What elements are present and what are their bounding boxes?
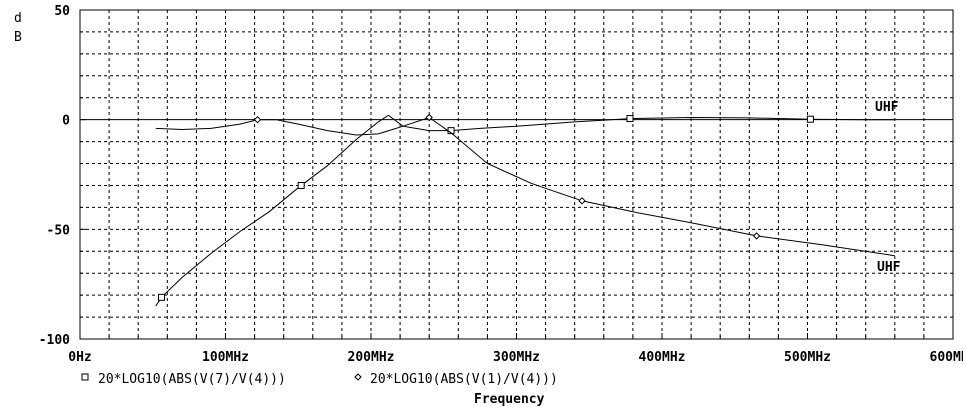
- legend-series-2: 20*LOG10(ABS(V(1)/V(4))): [370, 372, 558, 387]
- legend-series-1: 20*LOG10(ABS(V(7)/V(4))): [98, 372, 286, 387]
- x-tick-label: 600MHz: [930, 350, 963, 365]
- x-tick-label: 100MHz: [202, 350, 249, 365]
- series-marker-diamond: [253, 115, 262, 124]
- series-marker-diamond: [752, 232, 761, 240]
- grid-lines: [80, 10, 953, 339]
- series-marker-square: [157, 293, 165, 301]
- series-marker-diamond: [425, 113, 433, 122]
- x-tick-label: 500MHz: [784, 350, 831, 365]
- legend: 20*LOG10(ABS(V(7)/V(4))) 20*LOG10(ABS(V(…: [81, 372, 558, 387]
- legend-square-marker: [81, 373, 89, 381]
- x-tick-label: 400MHz: [639, 350, 686, 365]
- series-line-2: [155, 116, 895, 257]
- series-marker-diamond: [578, 197, 586, 205]
- x-axis-label: Frequency: [474, 392, 545, 407]
- tick-labels: 0Hz 100MHz 200MHz 300MHz 400MHz 500MHz 600MHz 5…: [39, 4, 963, 365]
- y-tick-label: -100: [39, 333, 70, 348]
- series-line-1: [155, 114, 895, 307]
- y-axis-label-b: B: [14, 30, 22, 45]
- series-marker-square: [626, 115, 634, 123]
- y-tick-label: -50: [47, 223, 71, 238]
- series-annotation-1: UHF: [875, 100, 899, 115]
- y-axis-label-d: d: [14, 11, 22, 26]
- y-tick-label: 50: [54, 4, 70, 19]
- axes: [79, 9, 954, 340]
- x-tick-label: 0Hz: [68, 350, 91, 365]
- y-tick-label: 0: [62, 114, 70, 129]
- series-marker-square: [297, 181, 305, 189]
- series-group: [155, 113, 895, 307]
- x-tick-label: 300MHz: [493, 350, 540, 365]
- series-annotation-2: UHF: [877, 260, 901, 275]
- series-marker-square: [806, 115, 814, 123]
- legend-diamond-marker: [354, 373, 362, 381]
- x-tick-label: 200MHz: [348, 350, 395, 365]
